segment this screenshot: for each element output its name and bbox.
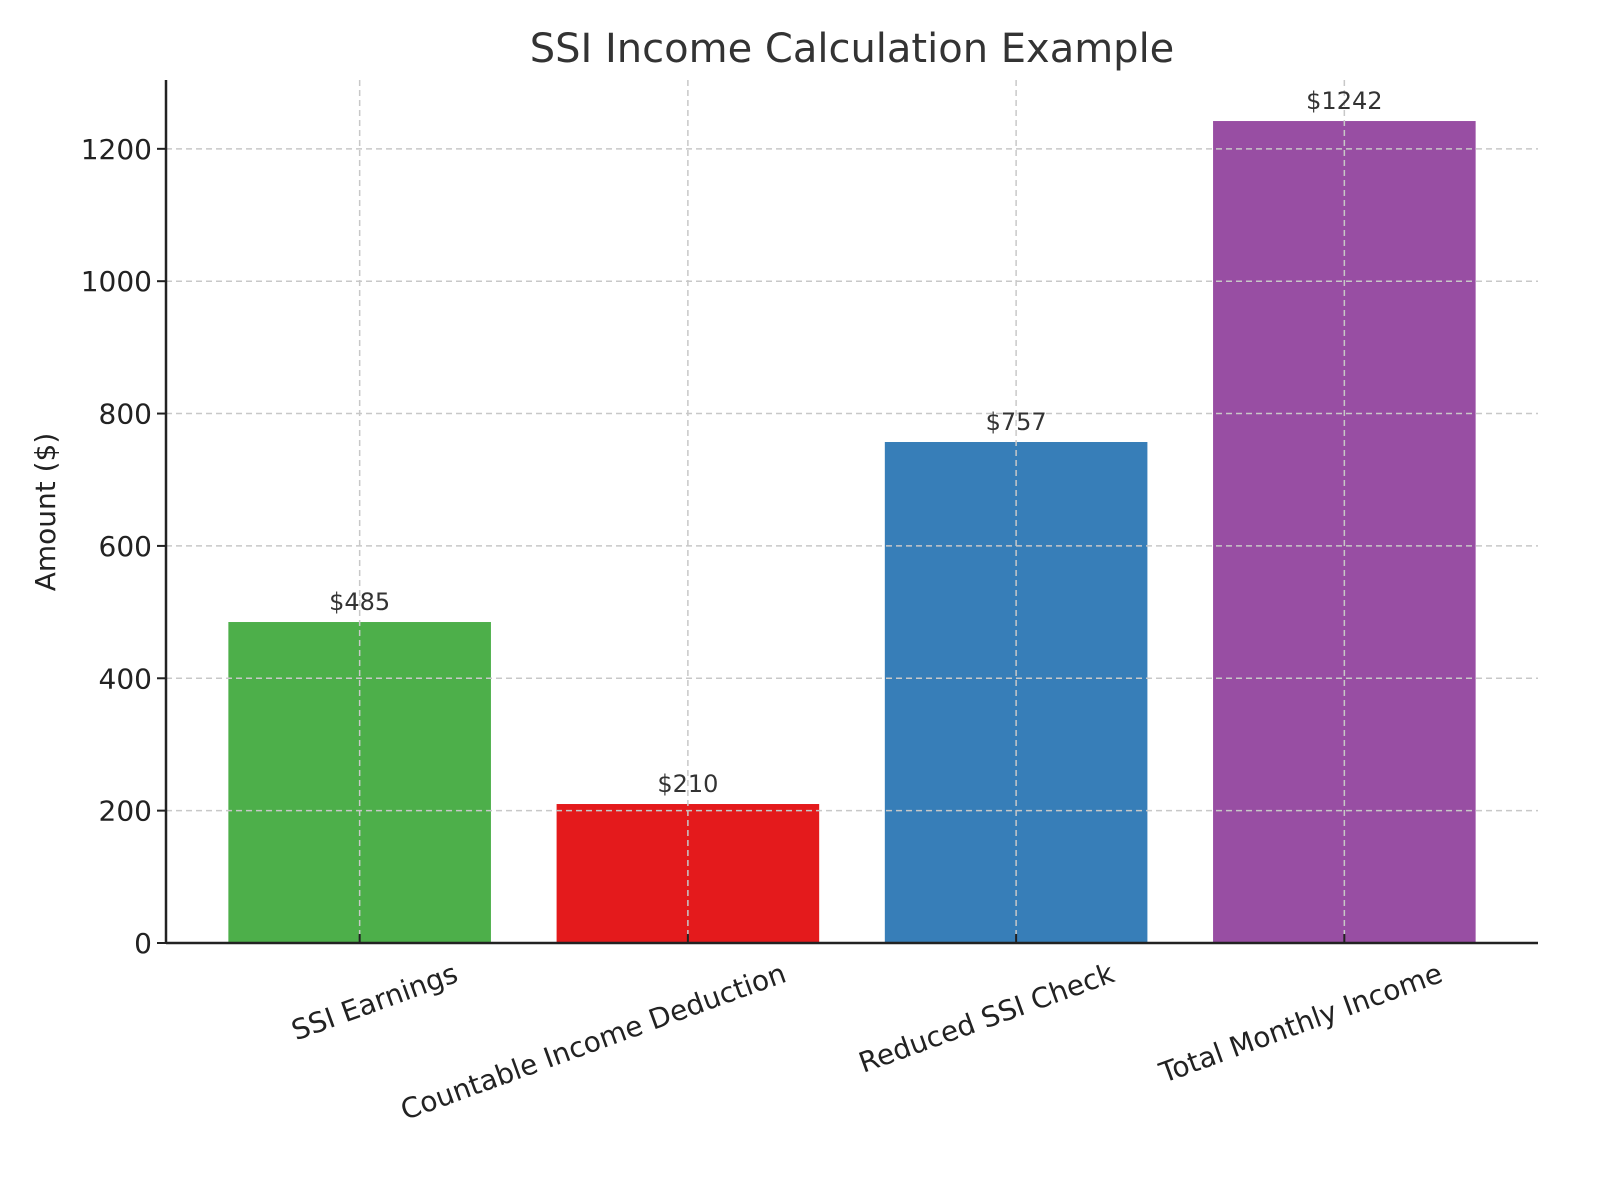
x-tick-label: SSI Earnings [287,957,462,1048]
data-labels: $485 $210 $757 $1242 [329,87,1382,798]
y-tick-label: 1000 [81,265,152,298]
y-tick-label: 400 [99,662,152,695]
x-tick-label: Total Monthly Income [1154,957,1447,1090]
grid [166,80,1538,943]
y-tick-label: 1200 [81,133,152,166]
data-label: $485 [329,588,390,616]
data-label: $210 [657,770,718,798]
chart-title: SSI Income Calculation Example [530,26,1175,72]
x-tick-label: Reduced SSI Check [854,956,1119,1079]
data-label: $1242 [1306,87,1382,115]
y-tick-label: 0 [134,927,152,960]
y-tick-label: 800 [99,398,152,431]
bars [228,121,1476,943]
data-label: $757 [986,408,1047,436]
y-tick-label: 200 [99,795,152,828]
y-axis-label: Amount ($) [29,433,62,592]
y-tick-label: 600 [99,530,152,563]
